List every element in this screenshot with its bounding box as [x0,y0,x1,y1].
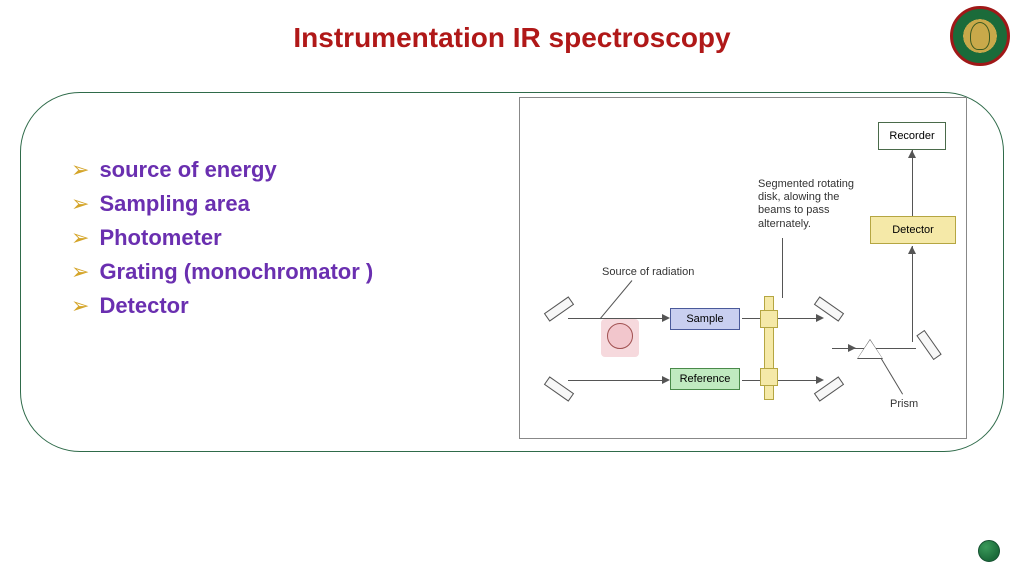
node-sample: Sample [670,308,740,330]
label-chopper: Segmented rotating disk, alowing the bea… [758,178,854,231]
arrowhead-icon [908,246,916,254]
connector-line [912,246,913,342]
content-panel: ➢ source of energy ➢ Sampling area ➢ Pho… [20,92,1004,452]
arrowhead-icon [848,344,856,352]
title-text: Instrumentation IR spectroscopy [293,22,730,53]
connector-line [912,150,913,216]
connector-line [742,318,822,319]
chopper-tab [760,368,778,386]
node-detector: Detector [870,216,956,244]
bullet-marker-icon: ➢ [71,153,89,187]
logo-cup-icon [970,22,990,50]
connector-line [880,356,903,394]
connector-line [782,238,783,298]
arrowhead-icon [662,376,670,384]
connector-line [600,280,633,319]
chopper-tab [760,310,778,328]
arrowhead-icon [662,314,670,322]
radiation-source-icon [607,323,633,349]
arrowhead-icon [816,314,824,322]
ir-spectroscopy-diagram: Recorder Detector Sample Reference Source of… [519,97,967,439]
bullet-list: ➢ source of energy ➢ Sampling area ➢ Pho… [71,153,373,323]
list-item: ➢ Photometer [71,221,373,255]
list-item: ➢ Sampling area [71,187,373,221]
node-reference: Reference [670,368,740,390]
label-source: Source of radiation [602,266,694,279]
bullet-marker-icon: ➢ [71,221,89,255]
list-item: ➢ Grating (monochromator ) [71,255,373,289]
list-item-label: source of energy [99,153,276,187]
mirror-icon [916,330,941,360]
bullet-marker-icon: ➢ [71,289,89,323]
list-item-label: Photometer [99,221,221,255]
arrowhead-icon [816,376,824,384]
list-item: ➢ Detector [71,289,373,323]
list-item: ➢ source of energy [71,153,373,187]
page-indicator-dot [978,540,1000,562]
institution-logo [950,6,1010,66]
list-item-label: Sampling area [99,187,249,221]
list-item-label: Grating (monochromator ) [99,255,373,289]
node-recorder: Recorder [878,122,946,150]
arrowhead-icon [908,150,916,158]
connector-line [742,380,822,381]
connector-line [568,380,668,381]
label-prism: Prism [890,398,918,411]
page-title: Instrumentation IR spectroscopy [0,22,1024,54]
bullet-marker-icon: ➢ [71,255,89,289]
bullet-marker-icon: ➢ [71,187,89,221]
prism-icon [858,340,882,358]
list-item-label: Detector [99,289,188,323]
